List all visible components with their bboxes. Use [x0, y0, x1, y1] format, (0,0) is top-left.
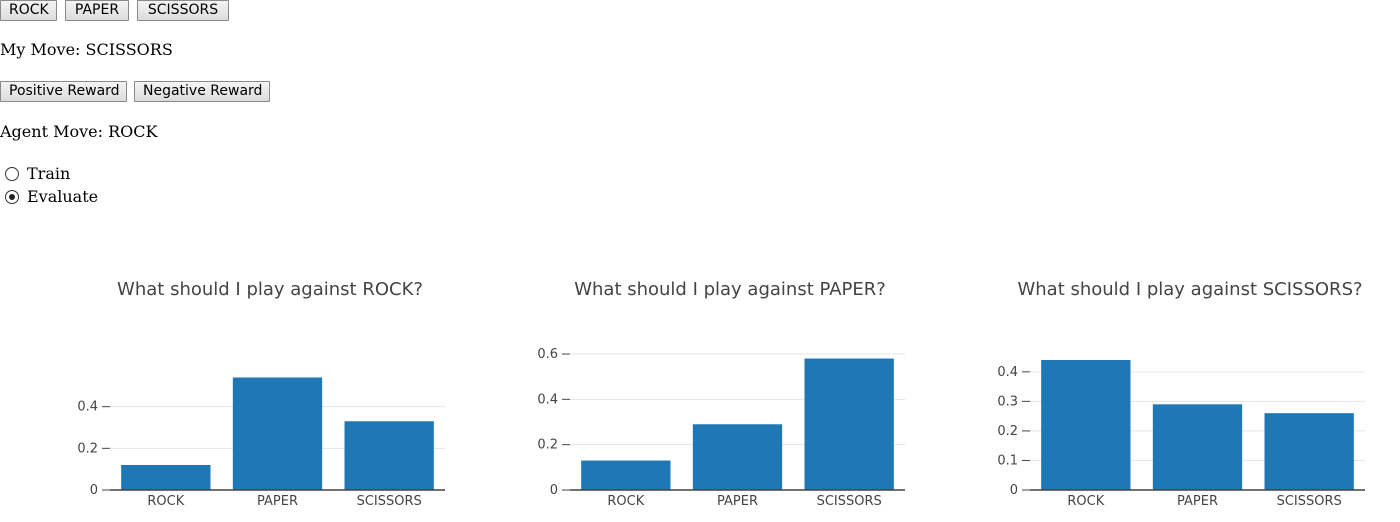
- x-tick-label: ROCK: [147, 494, 184, 509]
- scissors-button[interactable]: SCISSORS: [137, 0, 229, 21]
- train-label: Train: [27, 164, 71, 183]
- chart-against-paper: What should I play against PAPER? 0 0.2 0.4…: [510, 260, 940, 522]
- evaluate-radio-row[interactable]: Evaluate: [5, 187, 98, 207]
- negative-reward-button[interactable]: Negative Reward: [134, 81, 270, 102]
- y-tick-label: 0: [90, 483, 98, 498]
- bar-paper: [692, 424, 783, 490]
- y-tick-label: 0.2: [537, 438, 558, 453]
- y-tick-label: 0.1: [997, 453, 1018, 468]
- y-tick-label: 0: [550, 483, 558, 498]
- train-radio-row[interactable]: Train: [5, 164, 70, 184]
- evaluate-label: Evaluate: [27, 187, 99, 206]
- chart-svg: What should I play against PAPER? 0 0.2 0.4…: [537, 279, 905, 509]
- positive-reward-button[interactable]: Positive Reward: [0, 81, 127, 102]
- x-tick-label: PAPER: [1177, 494, 1218, 509]
- x-tick-label: PAPER: [257, 494, 298, 509]
- paper-button[interactable]: PAPER: [65, 0, 129, 21]
- y-tick-label: 0.4: [77, 400, 98, 415]
- y-tick-label: 0.4: [537, 392, 558, 407]
- x-tick-label: SCISSORS: [817, 494, 882, 509]
- evaluate-radio[interactable]: [5, 190, 19, 204]
- y-tick-label: 0.4: [997, 365, 1018, 380]
- y-tick-label: 0.6: [537, 347, 558, 362]
- bar-rock: [1041, 360, 1131, 490]
- rock-button[interactable]: ROCK: [0, 0, 57, 21]
- x-tick-label: SCISSORS: [1277, 494, 1342, 509]
- chart-against-rock: What should I play against ROCK? 0 0.2 0.4 R…: [50, 260, 480, 522]
- chart-title: What should I play against SCISSORS?: [1017, 279, 1362, 300]
- chart-title: What should I play against PAPER?: [574, 279, 886, 300]
- bar-rock: [581, 460, 671, 490]
- bar-paper: [232, 377, 323, 490]
- x-tick-label: PAPER: [717, 494, 758, 509]
- chart-svg: What should I play against SCISSORS? 0 0.1…: [997, 279, 1365, 509]
- bar-scissors: [344, 421, 434, 490]
- bar-scissors: [804, 358, 894, 490]
- y-tick-label: 0.2: [997, 424, 1018, 439]
- x-tick-label: SCISSORS: [357, 494, 422, 509]
- chart-svg: What should I play against ROCK? 0 0.2 0.4 R…: [77, 279, 445, 509]
- y-tick-label: 0.3: [997, 394, 1018, 409]
- y-tick-label: 0.2: [77, 441, 98, 456]
- chart-against-scissors: What should I play against SCISSORS? 0 0.1…: [970, 260, 1400, 522]
- chart-title: What should I play against ROCK?: [117, 279, 423, 300]
- bar-scissors: [1264, 413, 1354, 490]
- bar-rock: [121, 465, 211, 490]
- agent-move-text: Agent Move: ROCK: [0, 122, 158, 141]
- my-move-text: My Move: SCISSORS: [0, 40, 173, 59]
- x-tick-label: ROCK: [1067, 494, 1104, 509]
- x-tick-label: ROCK: [607, 494, 644, 509]
- train-radio[interactable]: [5, 167, 19, 181]
- bar-paper: [1152, 404, 1243, 490]
- y-tick-label: 0: [1010, 483, 1018, 498]
